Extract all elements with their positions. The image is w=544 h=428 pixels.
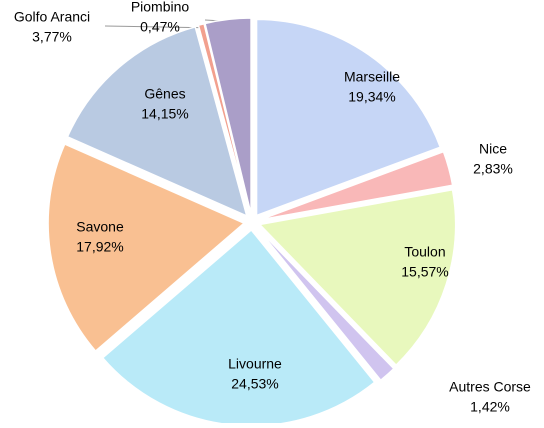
slice-value-label: 0,47%	[140, 19, 180, 35]
slice-value-label: 14,15%	[141, 106, 188, 122]
slice-label: Toulon	[404, 244, 445, 260]
slice-label: Marseille	[344, 69, 400, 85]
slice-value-label: 3,77%	[32, 29, 72, 45]
slice-value-label: 15,57%	[401, 264, 448, 280]
slice-label: Autres Corse	[449, 379, 531, 395]
slice-label: Gênes	[144, 86, 185, 102]
pie-slice	[204, 17, 252, 215]
pie-slice	[256, 227, 395, 382]
pie-slice	[258, 188, 457, 367]
pie-slice	[47, 143, 246, 353]
slice-value-label: 2,83%	[473, 161, 513, 177]
pie-slice	[66, 25, 248, 218]
pie-slice	[255, 18, 442, 217]
slice-value-label: 1,42%	[470, 399, 510, 415]
pie-slice	[259, 150, 454, 221]
slice-label: Piombino	[131, 0, 190, 15]
slice-value-label: 19,34%	[348, 89, 395, 105]
slice-value-label: 17,92%	[76, 239, 123, 255]
pie-slice	[197, 22, 251, 215]
slice-label: Nice	[479, 141, 507, 157]
slice-value-label: 24,53%	[231, 376, 278, 392]
slice-label: Savone	[76, 219, 124, 235]
slice-label: Golfo Aranci	[14, 9, 90, 25]
slice-label: Livourne	[228, 356, 282, 372]
